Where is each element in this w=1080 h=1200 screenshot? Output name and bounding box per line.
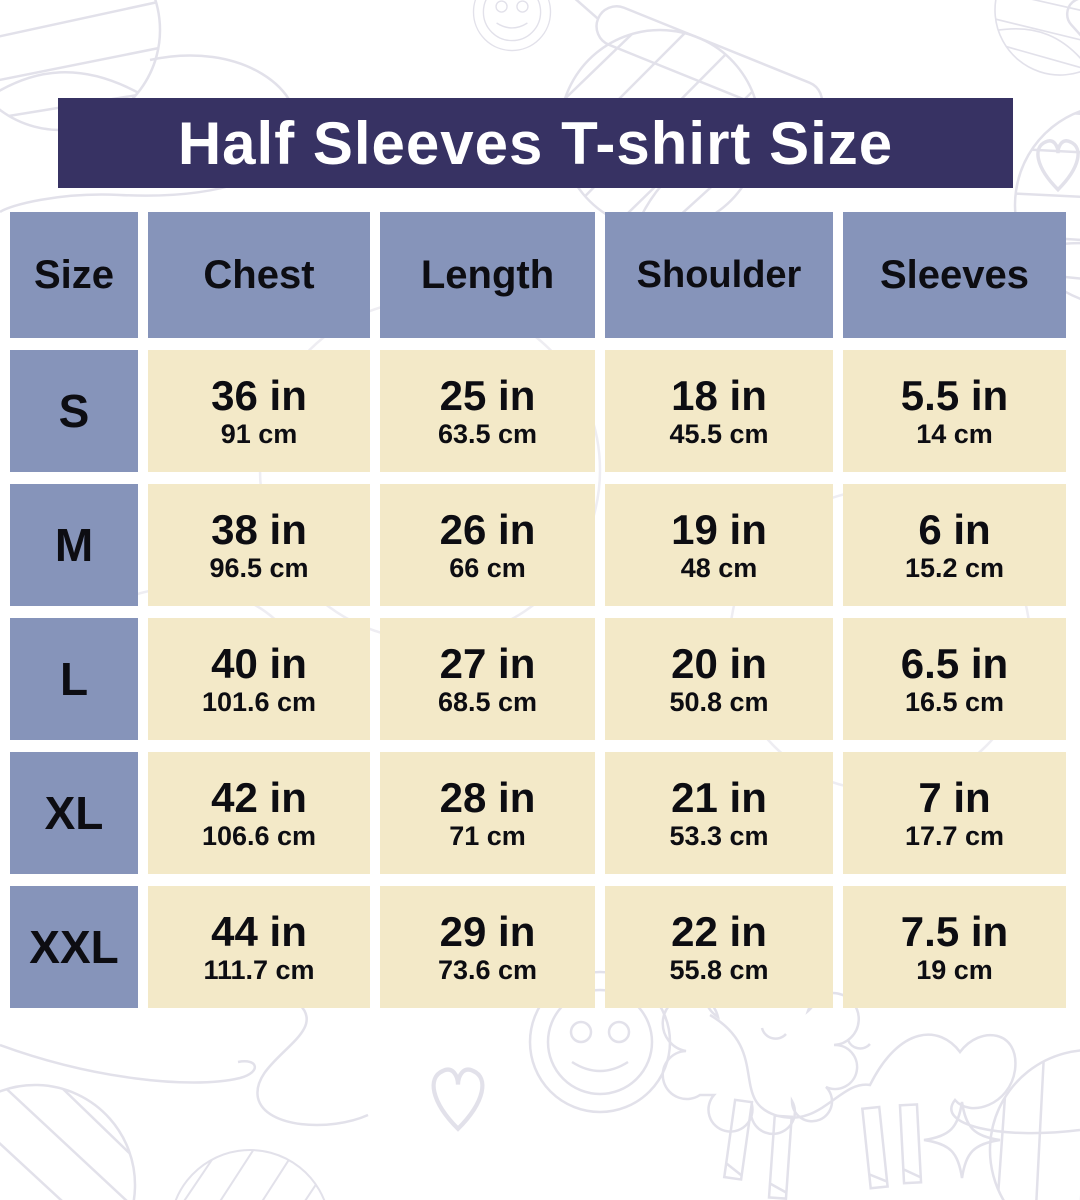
inches-value: 26 in [439,505,536,553]
page-title: Half Sleeves T-shirt Size [177,109,894,177]
inches-value: 25 in [439,371,536,419]
inches-value: 6 in [918,505,991,553]
crochet-hook-doodle-icon [0,1043,256,1084]
inches-value: 19 in [671,505,767,553]
cell-m-length: 26 in 66 cm [380,484,595,606]
cm-value: 48 cm [680,553,758,584]
cm-value: 45.5 cm [669,419,769,450]
row-label-m: M [10,484,138,606]
cm-value: 68.5 cm [437,687,538,718]
cell-l-chest: 40 in 101.6 cm [148,618,370,740]
column-header-size: Size [10,212,138,338]
inches-value: 20 in [671,639,767,687]
inches-value: 7 in [918,773,991,821]
inches-value: 7.5 in [900,907,1009,955]
cell-xl-length: 28 in 71 cm [380,752,595,874]
cell-s-chest: 36 in 91 cm [148,350,370,472]
cm-value: 50.8 cm [669,687,769,718]
cm-value: 71 cm [449,821,526,852]
cm-value: 101.6 cm [201,687,317,718]
cm-value: 15.2 cm [904,553,1005,584]
row-label-l: L [10,618,138,740]
cell-m-sleeves: 6 in 15.2 cm [843,484,1066,606]
inches-value: 5.5 in [900,371,1009,419]
column-header-length: Length [380,212,595,338]
inches-value: 18 in [671,371,767,419]
inches-value: 40 in [211,639,307,687]
inches-value: 21 in [671,773,767,821]
cell-xxl-sleeves: 7.5 in 19 cm [843,886,1066,1008]
safety-pin-doodle-icon [1065,0,1080,112]
inches-value: 28 in [439,773,536,821]
yarn-thread-heart-doodle-icon [709,1013,1080,1135]
inches-value: 27 in [439,639,536,687]
heart-doodle-icon [434,1070,483,1129]
inches-value: 38 in [211,505,307,553]
cell-l-length: 27 in 68.5 cm [380,618,595,740]
cell-s-length: 25 in 63.5 cm [380,350,595,472]
cell-xxl-length: 29 in 73.6 cm [380,886,595,1008]
inches-value: 6.5 in [900,639,1009,687]
cm-value: 91 cm [220,419,298,450]
cm-value: 55.8 cm [669,955,769,986]
heart-doodle-icon [1036,139,1080,192]
sparkle-doodle-icon [922,1100,1002,1180]
button-doodle-icon [472,0,552,52]
cm-value: 53.3 cm [669,821,769,852]
cell-l-shoulder: 20 in 50.8 cm [605,618,833,740]
cm-value: 111.7 cm [203,955,315,986]
inches-value: 42 in [211,773,307,821]
title-banner: Half Sleeves T-shirt Size [58,98,1013,188]
cell-l-sleeves: 6.5 in 16.5 cm [843,618,1066,740]
cell-s-sleeves: 5.5 in 14 cm [843,350,1066,472]
cell-s-shoulder: 18 in 45.5 cm [605,350,833,472]
cm-value: 106.6 cm [201,821,317,852]
inches-value: 22 in [671,907,767,955]
cm-value: 63.5 cm [437,419,538,450]
cm-value: 73.6 cm [437,955,538,986]
cell-xxl-chest: 44 in 111.7 cm [148,886,370,1008]
cell-m-chest: 38 in 96.5 cm [148,484,370,606]
cell-xxl-shoulder: 22 in 55.8 cm [605,886,833,1008]
row-label-s: S [10,350,138,472]
yarn-ball-doodle-icon [958,0,1080,111]
column-header-sleeves: Sleeves [843,212,1066,338]
column-header-chest: Chest [148,212,370,338]
cell-xl-shoulder: 21 in 53.3 cm [605,752,833,874]
cm-value: 17.7 cm [904,821,1005,852]
cell-xl-chest: 42 in 106.6 cm [148,752,370,874]
cm-value: 96.5 cm [209,553,309,584]
yarn-thread-doodle-icon [256,1004,369,1127]
cm-value: 19 cm [916,955,993,986]
inches-value: 29 in [439,907,536,955]
inches-value: 44 in [211,907,307,955]
cm-value: 14 cm [916,419,993,450]
cm-value: 16.5 cm [904,687,1005,718]
yarn-ball-doodle-icon [120,1100,374,1200]
inches-value: 36 in [211,371,307,419]
column-header-shoulder: Shoulder [605,212,833,338]
row-label-xl: XL [10,752,138,874]
size-chart-table: Size Chest Length Shoulder Sleeves S 36 … [10,212,1066,1008]
row-label-xxl: XXL [10,886,138,1008]
yarn-ball-doodle-icon [0,1032,187,1200]
cm-value: 66 cm [449,553,526,584]
cell-m-shoulder: 19 in 48 cm [605,484,833,606]
cell-xl-sleeves: 7 in 17.7 cm [843,752,1066,874]
